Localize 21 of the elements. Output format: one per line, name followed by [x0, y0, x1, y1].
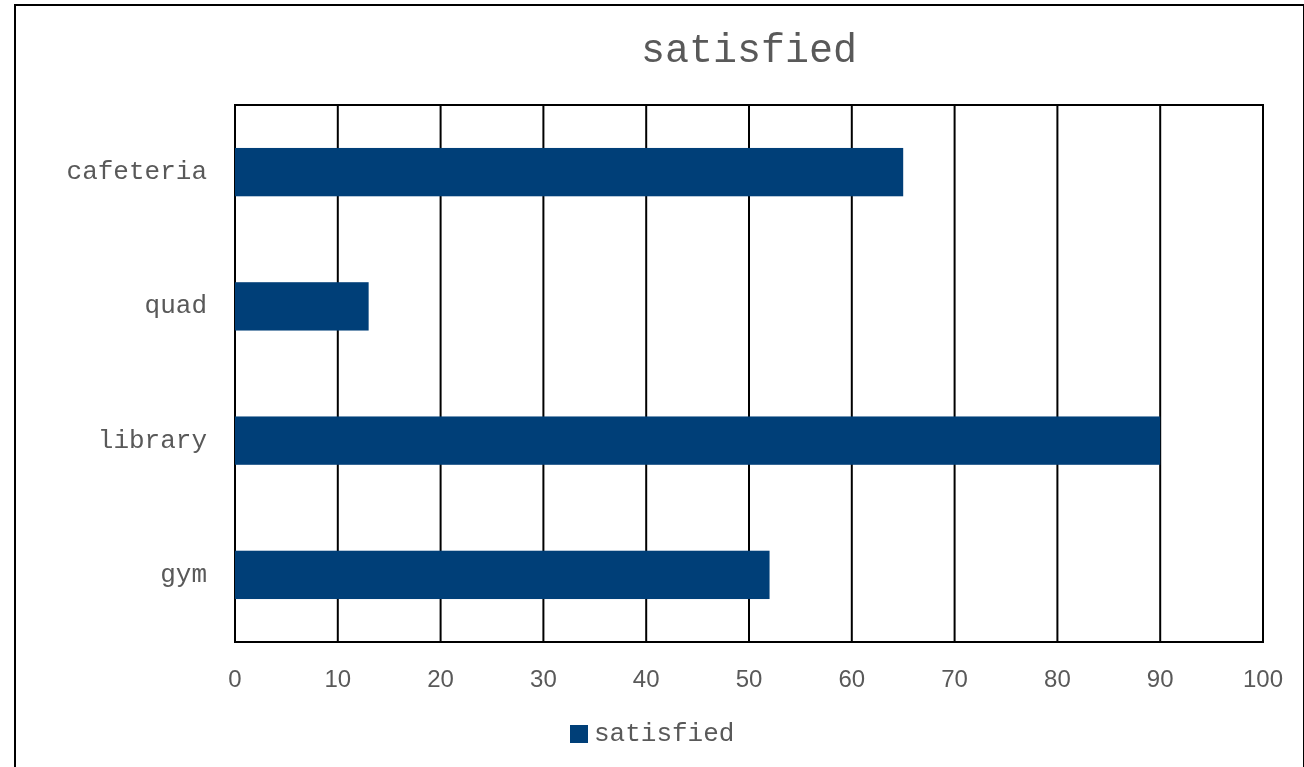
y-tick-label: quad	[144, 291, 207, 322]
bar	[235, 147, 904, 197]
legend-label: satisfied	[594, 718, 735, 749]
x-tick-label: 40	[632, 665, 660, 692]
x-tick-label: 60	[838, 665, 866, 692]
x-tick-label: 100	[1242, 665, 1284, 692]
y-tick-label: cafeteria	[66, 157, 207, 187]
x-tick-label: 20	[427, 665, 454, 692]
x-tick-label: 30	[530, 665, 557, 692]
bar	[235, 416, 1161, 465]
x-tick-label: 10	[324, 665, 352, 692]
x-tick-label: 80	[1044, 665, 1071, 692]
x-tick-label: 0	[228, 665, 242, 692]
y-tick-label: library	[97, 425, 207, 456]
y-tick-label: gym	[160, 559, 207, 590]
x-tick-label: 50	[735, 665, 763, 692]
x-tick-label: 70	[941, 665, 968, 692]
bar	[235, 282, 369, 331]
chart-title: satisfied	[640, 29, 858, 74]
bar	[235, 550, 770, 600]
x-tick-label: 90	[1146, 665, 1174, 692]
